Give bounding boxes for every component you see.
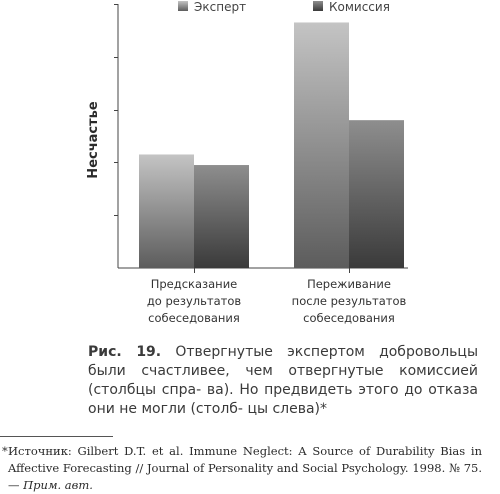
footnote-marker: *: [2, 444, 8, 458]
legend-label: Эксперт: [194, 0, 246, 14]
x-tick-label: собеседования: [148, 311, 240, 325]
bar-chart: Эксперт Комиссия Предсказание до результат…: [86, 0, 408, 325]
y-axis-label: Несчастье: [86, 101, 101, 179]
caption-line-2: счастливее, чем отвергнутые комиссией (с…: [88, 363, 478, 398]
bar-commission: [194, 165, 249, 268]
figure-label: Рис. 19.: [88, 344, 162, 360]
caption-line-4: цы слева)*: [247, 401, 328, 417]
legend-swatch: [313, 1, 323, 11]
caption-line-3: ва). Но предвидеть этого до отказа они н…: [88, 382, 478, 417]
chart-legend: Эксперт Комиссия: [178, 0, 390, 14]
footnote: * Источник: Gilbert D.T. et al. Immune N…: [2, 443, 483, 494]
footnote-note: Прим. авт.: [23, 478, 93, 492]
bar-expert: [294, 22, 349, 269]
x-tick-labels: Предсказание до результатов собеседования П…: [147, 277, 407, 325]
bar-expert: [139, 154, 194, 268]
x-tick-label: собеседования: [303, 311, 395, 325]
footnote-line-2: Affective Forecasting // Journal of Pers…: [8, 461, 446, 475]
footnote-line-1: Источник: Gilbert D.T. et al. Immune Neg…: [8, 444, 482, 458]
x-tick-label: Переживание: [307, 277, 391, 291]
footnote-last-line: № 75. —: [8, 461, 483, 492]
chart-bars: [139, 22, 404, 269]
figure-caption: Рис. 19. Отвергнутые экспертом доброволь…: [88, 343, 478, 419]
legend-label: Комиссия: [329, 0, 390, 14]
chart: Эксперт Комиссия Предсказание до результат…: [86, 0, 408, 325]
x-tick-label: до результатов: [147, 294, 242, 308]
caption-line-1: Отвергнутые экспертом добровольцы были: [88, 344, 478, 379]
x-tick-label: Предсказание: [151, 277, 238, 291]
x-tick-label: после результатов: [292, 294, 407, 308]
bar-commission: [349, 120, 404, 268]
legend-swatch: [178, 1, 188, 11]
footnote-divider: [0, 436, 113, 437]
